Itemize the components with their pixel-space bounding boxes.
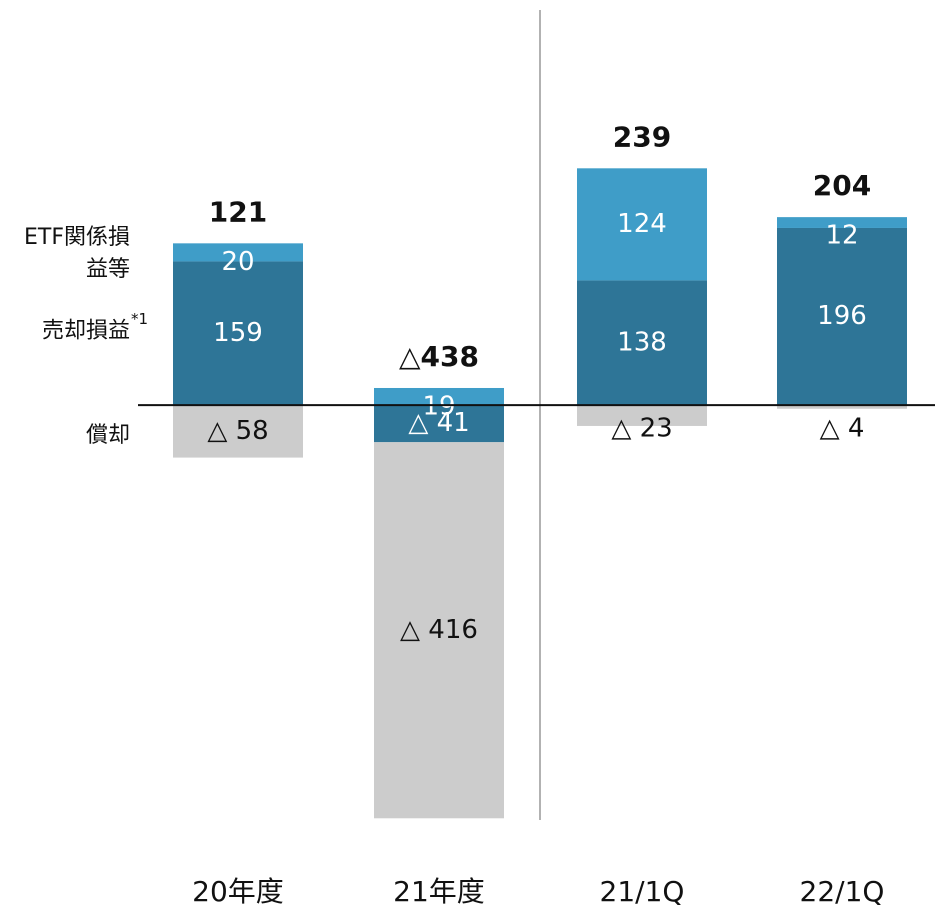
bar-segment xyxy=(777,227,907,406)
total-label: 121 xyxy=(209,195,267,228)
x-tick-label: 21年度 xyxy=(393,875,485,908)
segment-label: 159 xyxy=(213,318,263,348)
total-label: 239 xyxy=(613,120,671,153)
bar-segment xyxy=(374,442,504,819)
legend-label: 売却損益 xyxy=(42,318,130,343)
segment-label: 138 xyxy=(617,327,667,357)
x-tick-label: 22/1Q xyxy=(800,875,885,908)
x-tick-label: 21/1Q xyxy=(600,875,685,908)
legend-label: 償却 xyxy=(86,423,130,448)
bar-segment xyxy=(374,405,504,443)
bar-segment xyxy=(173,243,303,262)
segment-label: △ 4 xyxy=(820,414,865,444)
segment-label: △ 58 xyxy=(207,416,268,446)
bar-segment xyxy=(173,261,303,406)
segment-label: 124 xyxy=(617,209,667,239)
x-tick-label: 20年度 xyxy=(192,875,284,908)
bar-segment xyxy=(374,387,504,406)
footnote-mark: *1 xyxy=(131,310,148,328)
segment-label: 12 xyxy=(825,221,858,251)
total-label: 204 xyxy=(813,169,871,202)
legend-label: ETF関係損益等 xyxy=(24,225,130,282)
segment-label: 20 xyxy=(221,247,254,277)
bar-segment xyxy=(577,280,707,406)
segment-label: 196 xyxy=(817,301,867,331)
segment-label: △ 41 xyxy=(408,408,469,438)
segment-label: △ 416 xyxy=(400,615,478,645)
bar-segment xyxy=(577,168,707,281)
bar-segment xyxy=(577,405,707,426)
segment-label: 19 xyxy=(422,391,455,421)
bar-segment xyxy=(777,405,907,409)
segment-label: △ 23 xyxy=(611,414,672,444)
bar-segment xyxy=(173,405,303,458)
total-label: △438 xyxy=(399,340,479,373)
bar-segment xyxy=(777,217,907,228)
